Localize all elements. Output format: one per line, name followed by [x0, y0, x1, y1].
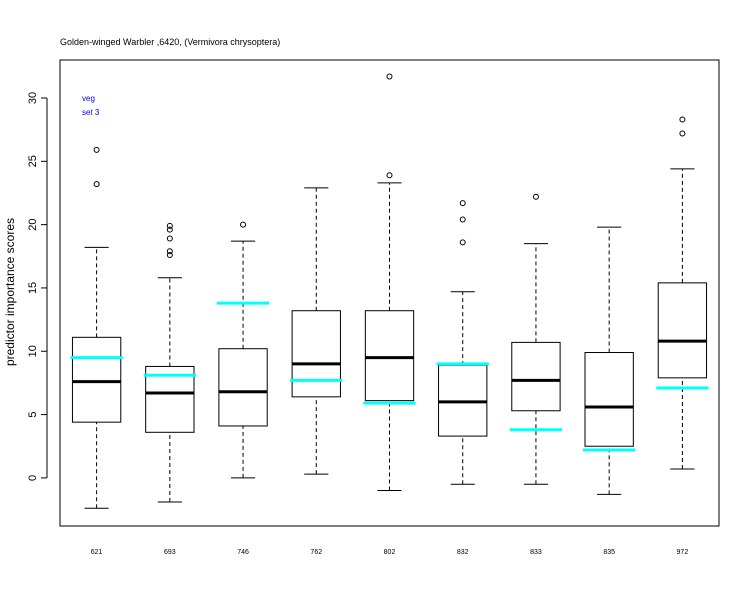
box-iqr — [584, 352, 634, 447]
box-iqr — [71, 336, 122, 423]
box-group — [509, 193, 563, 485]
x-tick-label: 621 — [91, 549, 103, 556]
outlier-point — [459, 200, 466, 207]
box-group — [216, 221, 270, 479]
outlier-point — [93, 181, 100, 188]
box-group — [583, 226, 636, 495]
y-tick-label: 25 — [27, 155, 39, 167]
box-iqr — [291, 310, 341, 398]
y-axis: 0 5 10 15 20 25 30 — [27, 92, 48, 481]
y-tick-label: 10 — [27, 345, 39, 357]
box-iqr — [657, 282, 708, 379]
y-tick-label: 0 — [27, 475, 39, 481]
box-group — [143, 222, 196, 503]
chart-title: Golden-winged Warbler ,6420, (Vermivora … — [60, 37, 280, 47]
box-iqr — [364, 310, 415, 402]
x-tick-label: 833 — [530, 549, 542, 556]
x-tick-label: 802 — [384, 549, 396, 556]
box-group — [290, 187, 343, 475]
x-tick-label: 835 — [603, 549, 615, 556]
outlier-point — [166, 222, 173, 229]
x-axis-ticks: 621 693 746 762 802 832 833 835 972 — [91, 549, 689, 556]
outlier-point — [166, 235, 173, 242]
outlier-point — [386, 73, 393, 80]
outlier-point — [93, 146, 100, 153]
y-tick-label: 20 — [27, 218, 39, 230]
outlier-point — [386, 172, 393, 179]
outlier-point — [240, 221, 247, 228]
box-group — [363, 73, 416, 492]
outlier-point — [459, 239, 466, 246]
y-tick-label: 5 — [27, 412, 39, 418]
box-group — [70, 146, 123, 509]
plot-frame — [59, 59, 720, 527]
boxes-layer — [70, 73, 709, 509]
x-tick-label: 762 — [310, 549, 322, 556]
y-tick-label: 15 — [27, 282, 39, 294]
x-tick-label: 832 — [457, 549, 469, 556]
outlier-point — [166, 248, 173, 255]
box-iqr — [218, 348, 268, 427]
box-iqr — [145, 365, 195, 433]
x-tick-label: 693 — [164, 549, 176, 556]
y-axis-label: predictor importance scores — [3, 218, 17, 366]
outlier-point — [459, 216, 466, 223]
box-group — [656, 116, 709, 470]
outlier-point — [166, 226, 173, 233]
x-tick-label: 972 — [677, 549, 689, 556]
box-group — [436, 200, 489, 485]
outlier-point — [679, 130, 686, 137]
outlier-point — [679, 116, 686, 123]
x-tick-label: 746 — [237, 549, 249, 556]
box-iqr — [511, 341, 561, 412]
outlier-point — [532, 193, 539, 200]
y-tick-label: 30 — [27, 92, 39, 104]
legend-line-2: set 3 — [82, 108, 100, 117]
legend-line-1: veg — [82, 94, 95, 103]
outlier-point — [166, 252, 173, 259]
